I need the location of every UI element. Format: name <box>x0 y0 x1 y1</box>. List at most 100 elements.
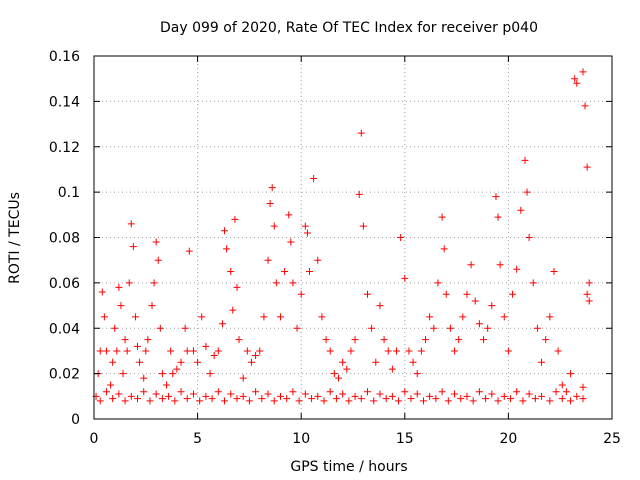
data-point <box>581 102 589 110</box>
data-point <box>165 392 173 400</box>
data-point <box>256 347 264 355</box>
data-point <box>380 336 388 344</box>
data-point <box>554 347 562 355</box>
data-point <box>434 279 442 287</box>
x-tick-label: 5 <box>193 431 202 447</box>
data-point <box>243 347 251 355</box>
data-point <box>405 347 413 355</box>
data-point <box>111 324 119 332</box>
data-point <box>558 395 566 403</box>
data-point <box>419 397 427 405</box>
data-point <box>401 274 409 282</box>
data-point <box>413 390 421 398</box>
data-point <box>484 324 492 332</box>
data-point <box>258 395 266 403</box>
data-point <box>322 336 330 344</box>
data-point <box>202 392 210 400</box>
data-point <box>142 347 150 355</box>
data-point <box>183 395 191 403</box>
data-point <box>218 320 226 328</box>
data-point <box>562 388 570 396</box>
data-point <box>181 324 189 332</box>
data-point <box>185 247 193 255</box>
data-point <box>347 347 355 355</box>
data-point <box>546 313 554 321</box>
data-point <box>440 245 448 253</box>
data-point <box>177 358 185 366</box>
data-point <box>301 390 309 398</box>
data-point <box>121 397 129 405</box>
data-point <box>202 342 210 350</box>
data-point <box>382 395 390 403</box>
x-tick-label: 20 <box>499 431 517 447</box>
data-point <box>573 392 581 400</box>
data-point <box>314 256 322 264</box>
data-point <box>471 297 479 305</box>
data-point <box>457 395 465 403</box>
data-point <box>169 370 177 378</box>
data-point <box>488 302 496 310</box>
data-point <box>401 388 409 396</box>
data-point <box>339 390 347 398</box>
data-point <box>384 347 392 355</box>
data-point <box>413 370 421 378</box>
data-point <box>397 234 405 241</box>
x-axis-label: GPS time / hours <box>290 459 407 475</box>
data-point <box>546 397 554 405</box>
data-point <box>148 302 156 310</box>
data-point <box>475 320 483 328</box>
data-point <box>343 365 351 373</box>
data-point <box>314 392 322 400</box>
data-point <box>517 206 525 214</box>
data-point <box>571 75 579 83</box>
y-tick-label: 0.08 <box>49 231 80 247</box>
data-point <box>117 302 125 310</box>
data-point <box>140 374 148 382</box>
data-point <box>113 347 121 355</box>
data-point <box>129 243 137 251</box>
data-point <box>531 395 539 403</box>
data-point <box>368 324 376 332</box>
data-point <box>463 290 471 298</box>
data-point <box>579 395 587 403</box>
data-point <box>115 283 123 291</box>
data-point <box>438 213 446 221</box>
data-point <box>494 397 502 405</box>
data-point <box>158 395 166 403</box>
data-point <box>573 79 581 87</box>
data-point <box>388 365 396 373</box>
data-point <box>152 238 160 246</box>
data-point <box>482 395 490 403</box>
data-point <box>446 324 454 332</box>
data-point <box>301 222 309 230</box>
x-tick-label: 0 <box>90 431 99 447</box>
data-point <box>451 390 459 398</box>
data-point <box>127 392 135 400</box>
data-point <box>115 390 123 398</box>
data-point <box>303 229 311 237</box>
data-point <box>533 324 541 332</box>
data-point <box>513 265 521 273</box>
data-point <box>163 381 171 389</box>
data-point <box>372 358 380 366</box>
data-point <box>173 365 181 373</box>
data-point <box>140 388 148 396</box>
data-point <box>214 388 222 396</box>
data-point <box>171 397 179 405</box>
data-point <box>100 313 108 321</box>
data-point <box>506 395 514 403</box>
data-point <box>154 256 162 264</box>
data-point <box>320 397 328 405</box>
data-point <box>150 279 158 287</box>
data-point <box>494 213 502 221</box>
data-point <box>245 397 253 405</box>
data-point <box>395 397 403 405</box>
data-point <box>370 397 378 405</box>
data-point <box>183 347 191 355</box>
data-point <box>231 215 239 223</box>
data-point <box>330 370 338 378</box>
data-point <box>281 268 289 276</box>
data-point <box>542 336 550 344</box>
data-point <box>318 313 326 321</box>
